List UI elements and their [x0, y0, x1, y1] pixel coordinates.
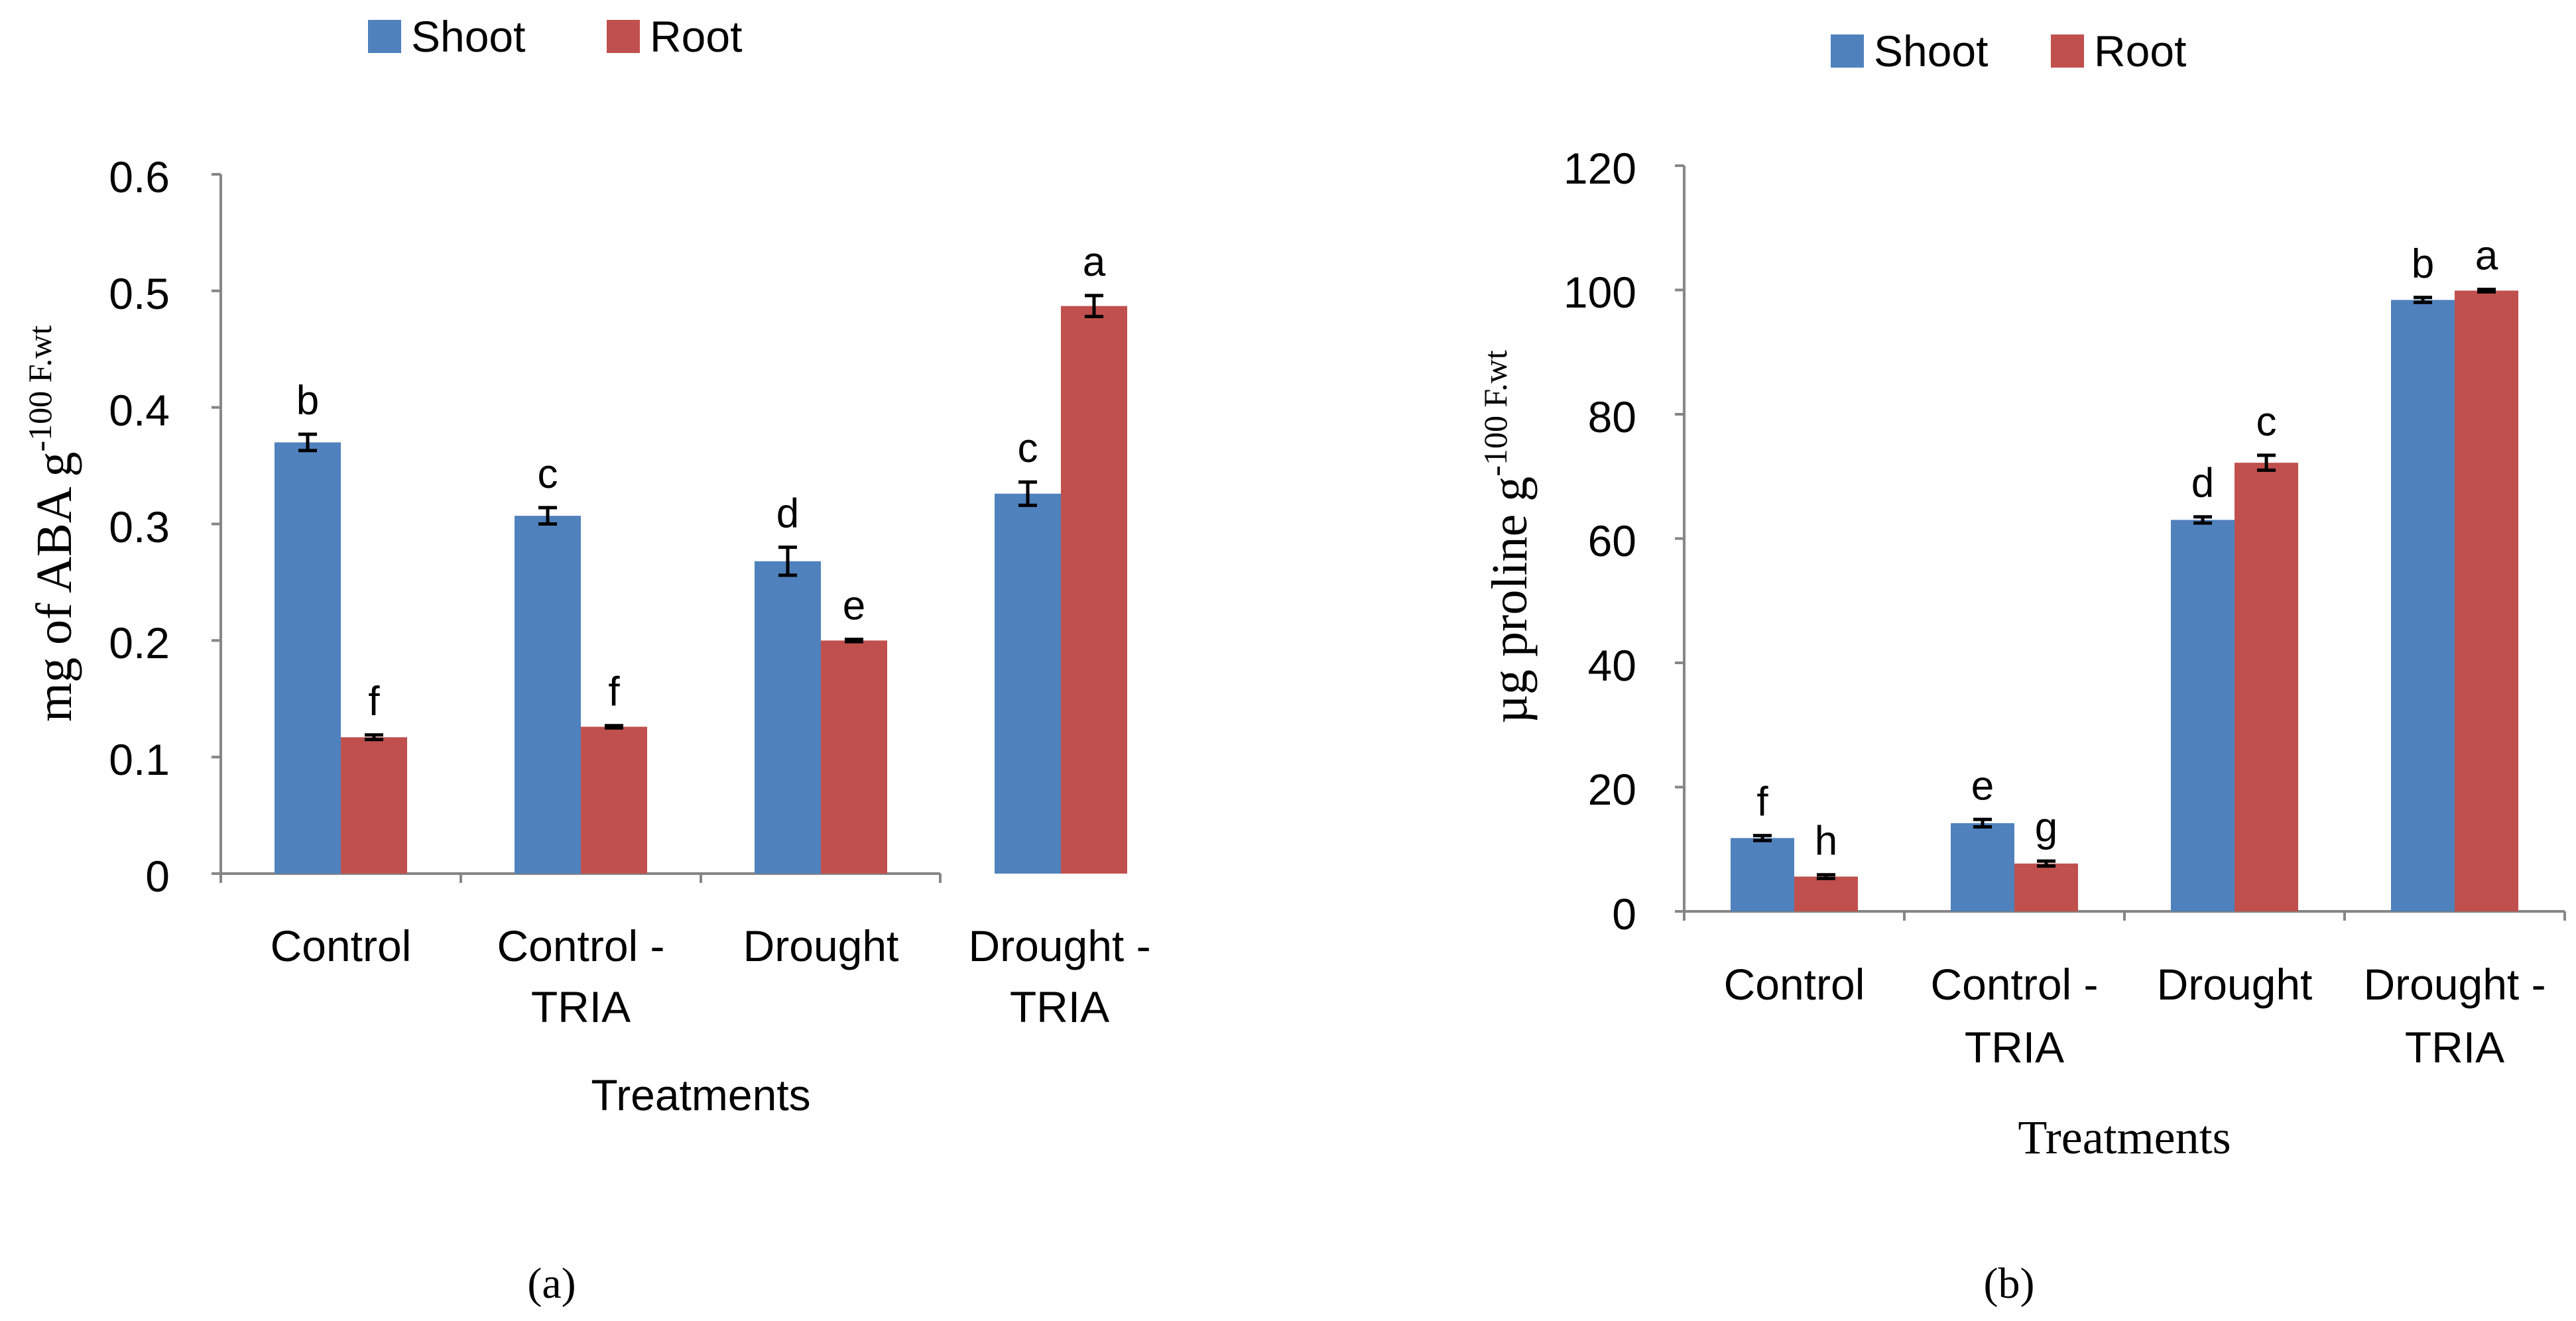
y-axis-title-main-a: mg of ABA g	[27, 451, 82, 722]
x-axis-title-a: Treatments	[591, 1070, 810, 1120]
panel-label-b: (b)	[1984, 1259, 2035, 1308]
y-axis-title-a: mg of ABA g-100 F.wt	[21, 325, 82, 722]
bar-root-a	[581, 726, 647, 874]
x-category-labels-b: Control Control - TRIA Drought Drought -…	[1724, 960, 2546, 1072]
significance-letter-b: h	[1815, 819, 1837, 864]
significance-letter-b: g	[2035, 805, 2057, 850]
significance-letter-b: e	[1971, 763, 1994, 809]
significance-letter-a: c	[1018, 426, 1038, 471]
legend-swatch-root-b	[2051, 34, 2084, 68]
bars-b: f e d b h g c a	[1731, 233, 2518, 911]
significance-letter-a: b	[296, 378, 319, 424]
y-tick-label-b: 100	[1564, 268, 1636, 317]
y-tick-label-a: 0.1	[109, 735, 170, 784]
y-tick-label-b: 0	[1612, 890, 1636, 939]
bar-root-a	[1061, 306, 1127, 874]
y-tick-label-a: 0.6	[109, 152, 170, 201]
bar-shoot-a	[275, 442, 341, 874]
x-category-label-b: Drought	[2157, 960, 2313, 1009]
chart-panel-b: Shoot Root 120 100 80 60 40 20 0 f e d b h g c…	[1477, 27, 2566, 1308]
x-category-label-a: Control -	[497, 921, 664, 970]
x-category-label-a: Control	[271, 921, 412, 970]
y-tick-label-b: 60	[1588, 516, 1636, 565]
x-category-label-b: Drought -	[2363, 960, 2545, 1009]
bar-shoot-a	[755, 561, 821, 874]
significance-letter-b: b	[2412, 241, 2434, 287]
significance-letter-a: e	[843, 583, 865, 629]
x-category-label-b: TRIA	[2405, 1023, 2504, 1072]
significance-letter-a: d	[776, 491, 799, 537]
x-category-label-a: TRIA	[531, 982, 631, 1031]
x-category-label-a: Drought	[743, 921, 899, 970]
y-tick-label-b: 40	[1588, 641, 1636, 690]
bar-root-a	[821, 640, 887, 874]
x-category-label-b: Control -	[1930, 960, 2098, 1009]
bar-root-b	[2235, 463, 2298, 911]
significance-letter-a: f	[368, 679, 380, 724]
bars-a: b c d c f f e a	[275, 239, 1127, 874]
significance-letter-a: c	[538, 451, 558, 497]
y-tick-label-a: 0.5	[109, 269, 170, 318]
bar-shoot-b	[1951, 823, 2014, 911]
significance-letter-b: d	[2191, 461, 2214, 506]
legend-a: Shoot Root	[368, 12, 742, 61]
y-tick-label-b: 120	[1564, 144, 1636, 193]
bar-shoot-a	[995, 493, 1061, 874]
y-axis-title-super-a: -100 F.wt	[21, 325, 58, 452]
bar-shoot-b	[2171, 520, 2235, 911]
x-category-label-b: Control	[1724, 960, 1865, 1009]
chart-panel-a: Shoot Root 0.6 0.5 0.4 0.3 0.2 0.1 0 b c d…	[21, 12, 1151, 1308]
x-category-labels-a: Control Control - TRIA Drought Drought -…	[271, 921, 1151, 1031]
y-tick-label-b: 20	[1588, 765, 1636, 814]
significance-letter-a: f	[608, 669, 620, 715]
y-axis-title-b: µg proline g-100 F.wt	[1477, 350, 1538, 724]
y-axis-title-main-b: µg proline g	[1482, 477, 1538, 724]
significance-letter-a: a	[1083, 239, 1106, 285]
panel-label-a: (a)	[527, 1259, 576, 1308]
y-tick-labels-b: 120 100 80 60 40 20 0	[1564, 144, 1636, 939]
bar-shoot-b	[1731, 838, 1794, 911]
x-axis-title-b: Treatments	[2018, 1111, 2231, 1164]
legend-label-shoot-b: Shoot	[1874, 27, 1988, 76]
legend-label-shoot-a: Shoot	[411, 12, 525, 61]
x-category-label-b: TRIA	[1965, 1023, 2064, 1072]
legend-b: Shoot Root	[1831, 27, 2186, 76]
bar-shoot-a	[515, 516, 581, 874]
y-tick-label-a: 0	[145, 852, 170, 901]
significance-letter-b: f	[1756, 779, 1768, 825]
bar-root-b	[2014, 863, 2078, 911]
bar-shoot-b	[2391, 300, 2455, 911]
legend-swatch-root-a	[607, 20, 640, 53]
y-tick-label-a: 0.3	[109, 502, 170, 551]
significance-letter-b: c	[2256, 399, 2277, 445]
legend-label-root-b: Root	[2094, 27, 2186, 76]
y-tick-label-a: 0.2	[109, 618, 170, 667]
legend-label-root-a: Root	[650, 12, 742, 61]
bar-root-b	[1794, 876, 1858, 911]
bar-root-b	[2455, 290, 2518, 911]
significance-letter-b: a	[2475, 233, 2498, 279]
bar-root-a	[341, 737, 407, 874]
y-tick-labels-a: 0.6 0.5 0.4 0.3 0.2 0.1 0	[109, 152, 170, 901]
legend-swatch-shoot-b	[1831, 34, 1864, 68]
y-axis-title-super-b: -100 F.wt	[1477, 350, 1514, 477]
y-tick-label-a: 0.4	[109, 386, 170, 435]
x-category-label-a: TRIA	[1010, 982, 1109, 1031]
y-tick-label-b: 80	[1588, 392, 1636, 441]
legend-swatch-shoot-a	[368, 20, 401, 53]
x-category-label-a: Drought -	[968, 921, 1150, 970]
